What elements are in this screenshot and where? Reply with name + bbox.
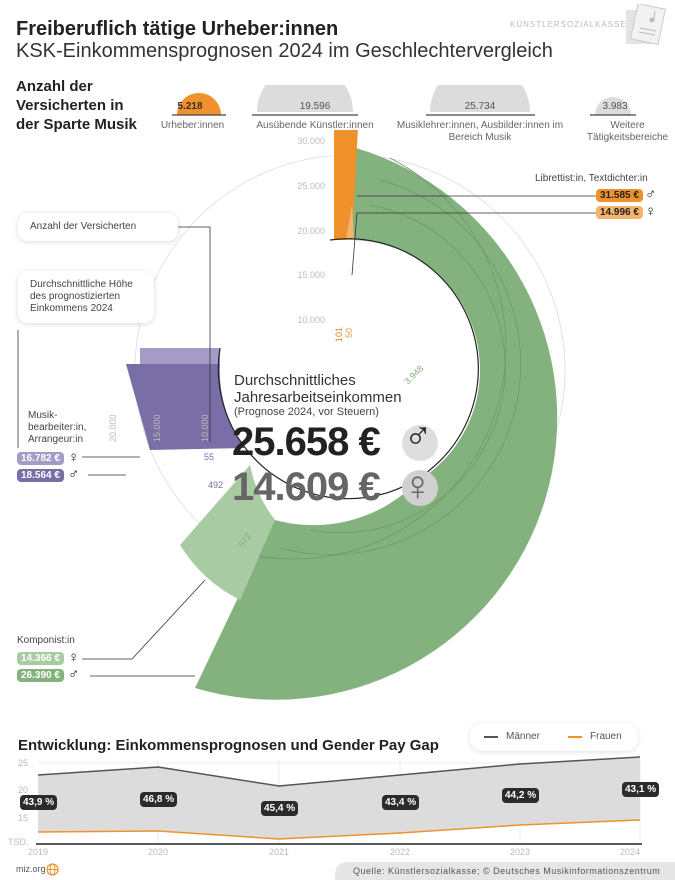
composer-female-value: 14.366 € [17, 652, 64, 665]
overall-male-income: 25.658 € [232, 420, 381, 464]
overall-female-income: 14.609 € [232, 465, 381, 509]
insured-label-urheber: Urheber:innen [160, 120, 225, 131]
svg-text:25: 25 [18, 758, 28, 768]
svg-text:15: 15 [18, 813, 28, 823]
gap-badge-2022: 43,4 % [382, 795, 420, 810]
svg-text:20: 20 [18, 785, 28, 795]
brand-label: KÜNSTLERSOZIALKASSE [510, 20, 627, 29]
axis-tick-30000: 30.000 [297, 136, 325, 146]
gap-badge-2019: 43,9 % [20, 795, 58, 810]
count-librettist-m: 101 [334, 327, 344, 342]
svg-text:TSD.: TSD. [8, 837, 29, 847]
count-arranger-f: 55 [204, 452, 214, 462]
legend-female-label: Frauen [590, 731, 622, 742]
axis-tick-20000: 20.000 [297, 226, 325, 236]
axis-tick-rot-20000: 20.000 [108, 414, 118, 442]
count-librettist-f: 50 [344, 328, 354, 338]
female-symbol-icon: ♀ [68, 649, 80, 666]
insured-label-ausuebende: Ausübende Künstler:innen [256, 120, 374, 131]
male-symbol-icon: ♂ [404, 414, 433, 456]
label-composer: Komponist:in [17, 635, 75, 646]
callout-count: Anzahl der Versicherten [18, 213, 178, 241]
insured-domes [172, 85, 636, 116]
axis-tick-15000: 15.000 [297, 270, 325, 280]
label-librettist: Librettist:in, Textdichter:in [535, 173, 648, 184]
svg-text:2020: 2020 [148, 847, 168, 855]
source-footer: Quelle: Künstlersozialkasse; © Deutsches… [335, 862, 675, 880]
svg-text:2024: 2024 [620, 847, 640, 855]
insured-label-lehrer: Musiklehrer:innen, Ausbilder:innen im Be… [396, 120, 564, 143]
center-subheading: (Prognose 2024, vor Steuern) [234, 406, 379, 418]
document-music-icon [626, 4, 667, 46]
insured-value-lehrer: 25.734 [464, 101, 496, 112]
page-title: Freiberuflich tätige Urheber:innen [16, 18, 339, 40]
male-symbol-icon: ♂ [68, 466, 80, 483]
female-symbol-icon: ♀ [402, 462, 434, 509]
callout-income: Durchschnittliche Höhe des prognostizier… [18, 271, 154, 323]
arranger-male-value: 18.564 € [17, 469, 64, 482]
librettist-female-value: 14.996 € [596, 206, 643, 219]
insured-value-ausuebende: 19.596 [299, 101, 331, 112]
trend-legend: Männer Frauen [470, 723, 638, 751]
trend-chart: 25 20 15 TSD. 2019 2020 2021 2022 2023 2… [8, 756, 642, 855]
male-symbol-icon: ♂ [68, 666, 80, 683]
legend-male-label: Männer [506, 731, 540, 742]
insured-value-weitere: 3.983 [602, 101, 628, 112]
page-subtitle: KSK-Einkommensprognosen 2024 im Geschlec… [16, 40, 553, 62]
svg-text:2021: 2021 [269, 847, 289, 855]
female-symbol-icon: ♀ [68, 449, 80, 466]
svg-text:2019: 2019 [28, 847, 48, 855]
svg-text:2023: 2023 [510, 847, 530, 855]
globe-icon [46, 863, 59, 876]
legend-male-swatch [484, 736, 498, 738]
axis-tick-10000: 10.000 [297, 315, 325, 325]
insured-label-weitere: Weitere Tätigkeitsbereiche [586, 120, 669, 143]
axis-tick-25000: 25.000 [297, 181, 325, 191]
female-symbol-icon: ♀ [645, 203, 657, 220]
gap-badge-2021: 45,4 % [261, 801, 299, 816]
gap-badge-2024: 43,1 % [622, 782, 660, 797]
gap-badge-2020: 46,8 % [140, 792, 178, 807]
axis-tick-rot-10000: 10.000 [200, 414, 210, 442]
gap-badge-2023: 44,2 % [502, 788, 540, 803]
count-arranger-m: 492 [208, 480, 223, 490]
insured-heading: Anzahl der Versicherten in der Sparte Mu… [16, 78, 137, 133]
axis-tick-rot-15000: 15.000 [152, 414, 162, 442]
male-symbol-icon: ♂ [645, 186, 657, 203]
librettist-male-value: 31.585 € [596, 189, 643, 202]
composer-male-value: 26.390 € [17, 669, 64, 682]
label-arranger: Musik-bearbeiter:in, Arrangeur:in [28, 410, 87, 445]
insured-value-urheber: 5.218 [177, 101, 203, 112]
center-heading: Durchschnittliches Jahresarbeitseinkomme… [234, 372, 402, 406]
trend-title: Entwicklung: Einkommensprognosen und Gen… [18, 737, 439, 754]
svg-text:2022: 2022 [390, 847, 410, 855]
legend-female-swatch [568, 736, 582, 738]
miz-link[interactable]: miz.org [16, 864, 46, 874]
arranger-female-value: 16.782 € [17, 452, 64, 465]
